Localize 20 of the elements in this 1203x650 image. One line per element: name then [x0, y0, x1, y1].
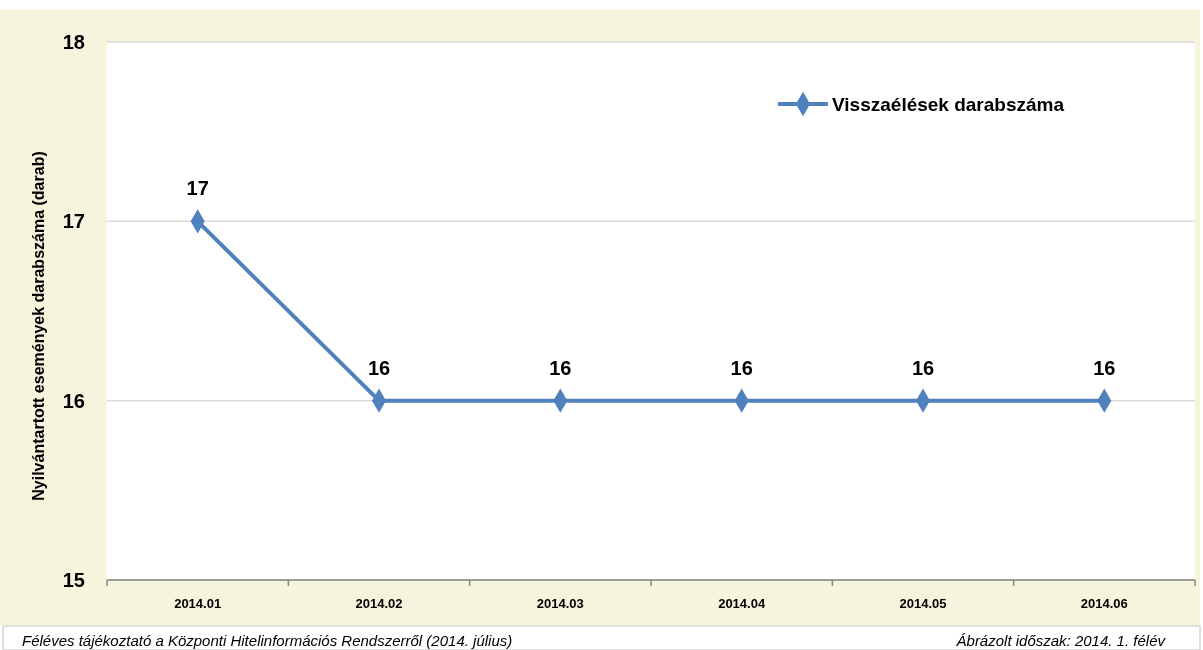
- x-tick-label: 2014.06: [1080, 596, 1128, 611]
- legend-label: Visszaélések darabszáma: [832, 94, 1065, 115]
- x-tick-label: 2014.03: [536, 596, 584, 611]
- x-tick-label: 2014.01: [174, 596, 222, 611]
- x-tick-label: 2014.05: [899, 596, 947, 611]
- y-tick-label: 15: [62, 569, 85, 591]
- y-axis-title: Nyilvántartott események darabszáma (darab): [30, 151, 47, 501]
- data-label: 16: [1093, 356, 1116, 379]
- y-tick-label: 16: [62, 389, 85, 412]
- data-label: 16: [367, 356, 391, 379]
- text: Ábrázolt időszak: 2014. 1. félév: [955, 632, 1167, 649]
- data-label: 16: [730, 356, 753, 379]
- x-tick-label: 2014.04: [718, 596, 766, 611]
- data-label: 16: [911, 356, 935, 379]
- x-tick-label: 2014.02: [355, 596, 403, 611]
- data-label: 17: [186, 177, 209, 200]
- y-tick-label: 18: [62, 31, 85, 53]
- data-label: 16: [549, 356, 572, 379]
- y-tick-label: 17: [62, 210, 85, 233]
- text: Féléves tájékoztató a Központi Hitelinformációs Rendszerről (2014. július): [22, 632, 513, 649]
